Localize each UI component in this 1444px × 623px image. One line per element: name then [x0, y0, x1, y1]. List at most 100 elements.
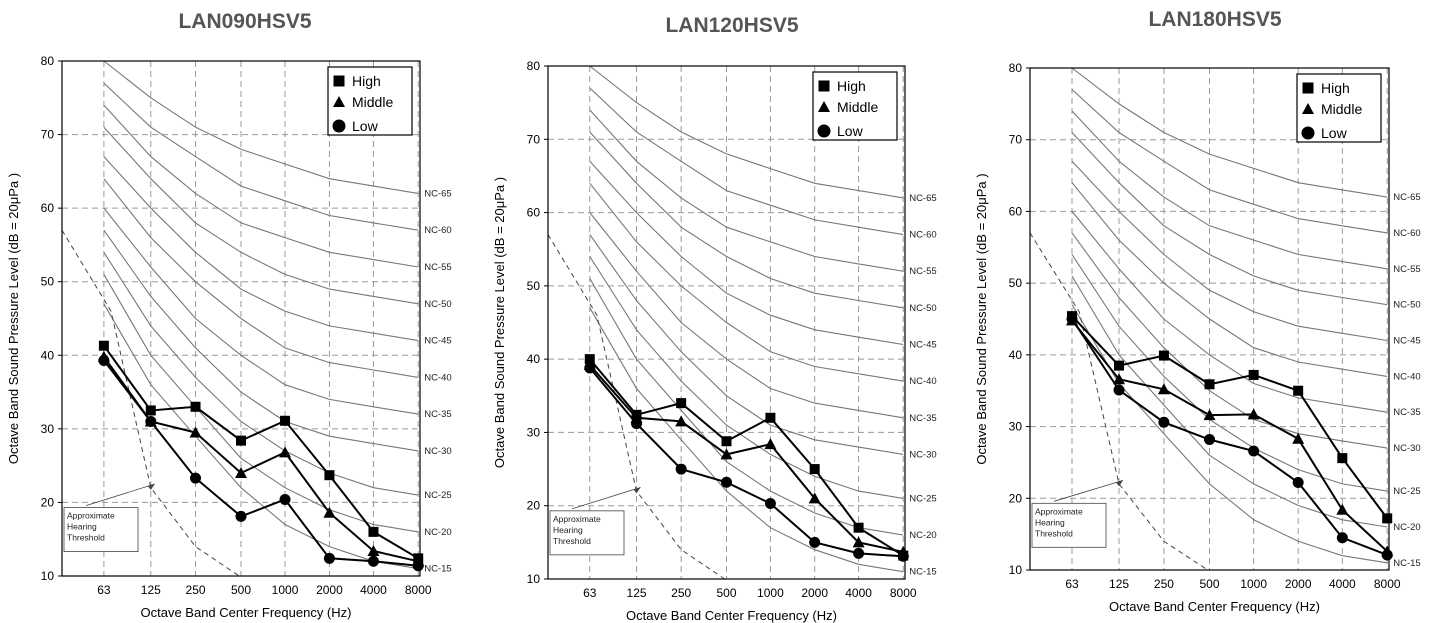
data-point-low: [1204, 433, 1215, 445]
x-tick-label: 125: [627, 586, 647, 600]
x-tick-label: 4000: [1329, 577, 1356, 591]
nc-curve-label: NC-50: [424, 299, 451, 310]
x-tick-label: 500: [231, 583, 251, 597]
nc-curve: [1071, 160, 1388, 342]
threshold-label-text: Approximate: [553, 514, 601, 524]
nc-curve: [1071, 132, 1388, 306]
nc-curve-label: NC-65: [909, 193, 936, 204]
chart-panel-lan090: LAN090HSV5 NC-65 NC-60 NC-55 NC-50 NC-45 NC-4…: [0, 0, 470, 623]
y-tick-label: 20: [41, 495, 55, 509]
series-line-high: [103, 345, 419, 560]
threshold-arrow-line: [85, 483, 155, 506]
legend-marker-low: [1301, 126, 1315, 140]
nc-curve: [1071, 304, 1388, 564]
nc-curve-label: NC-15: [1393, 558, 1420, 569]
series-line-middle: [589, 364, 904, 553]
threshold-arrow-head: [147, 484, 155, 491]
legend-marker-high: [1302, 82, 1314, 94]
data-point-middle: [1113, 373, 1126, 385]
data-point-middle: [1203, 409, 1216, 421]
threshold-label-box: [1031, 502, 1107, 548]
nc-curve-label: NC-60: [909, 230, 936, 241]
nc-curve-label: NC-35: [1393, 407, 1420, 418]
legend-marker-high: [333, 75, 345, 87]
data-point-middle: [189, 426, 202, 438]
nc-curve: [1071, 89, 1388, 234]
data-point-high: [721, 436, 732, 447]
nc-curve: [589, 109, 904, 272]
x-tick-label: 500: [1199, 577, 1219, 591]
y-tick-label: 50: [527, 279, 541, 293]
y-tick-label: 10: [527, 572, 541, 586]
data-point-high: [1114, 360, 1125, 371]
chart-panel-lan120: LAN120HSV5 NC-65 NC-60 NC-55 NC-50 NC-45 NC-4…: [487, 0, 957, 623]
legend-label-low: Low: [1321, 125, 1348, 141]
y-tick-label: 10: [41, 569, 55, 583]
data-point-middle: [1247, 408, 1260, 420]
nc-curve: [1071, 182, 1388, 377]
nc-curve-label: NC-30: [424, 446, 451, 457]
data-point-low: [675, 463, 687, 475]
legend-marker-middle: [333, 96, 345, 107]
x-tick-label: 2000: [316, 583, 343, 597]
data-point-high: [368, 526, 379, 537]
nc-chart-lan120: NC-65 NC-60 NC-55 NC-50 NC-45 NC-40 NC-35 NC-30…: [492, 59, 937, 623]
nc-curve: [589, 307, 904, 573]
data-point-high: [1337, 453, 1348, 464]
legend-label-middle: Middle: [837, 99, 878, 115]
data-point-low: [631, 418, 643, 430]
nc-curve-label: NC-25: [909, 493, 936, 504]
nc-curve: [103, 60, 419, 194]
threshold-label-text: Threshold: [1035, 528, 1073, 538]
data-point-low: [1066, 313, 1078, 325]
legend-label-middle: Middle: [352, 94, 393, 110]
legend-marker-middle: [1302, 103, 1314, 114]
series-line-low: [1071, 318, 1388, 556]
y-tick-label: 60: [527, 206, 541, 220]
data-point-low: [897, 550, 909, 562]
data-point-low: [584, 362, 596, 374]
threshold-label-text: Hearing: [67, 522, 97, 532]
data-point-low: [235, 510, 247, 522]
data-point-low: [721, 476, 732, 488]
y-tick-label: 70: [527, 132, 541, 146]
nc-curve-label: NC-60: [1393, 228, 1420, 239]
data-point-middle: [1292, 432, 1305, 444]
data-point-low: [98, 354, 110, 366]
legend-label-low: Low: [837, 123, 864, 139]
data-point-high: [1158, 350, 1169, 361]
data-point-high: [853, 522, 864, 533]
nc-curve: [103, 82, 419, 231]
nc-curve-label: NC-40: [424, 372, 451, 383]
legend-marker-middle: [818, 101, 830, 112]
x-tick-label: 2000: [1285, 577, 1312, 591]
data-point-high: [280, 415, 291, 426]
nc-curve-label: NC-65: [1393, 192, 1420, 203]
legend-marker-high: [818, 80, 830, 92]
nc-curve: [589, 278, 904, 536]
y-axis-title: Octave Band Sound Pressure Level (dB = 2…: [974, 173, 989, 464]
nc-curve-label: NC-20: [909, 530, 936, 541]
threshold-label-box: [549, 510, 625, 556]
nc-curve-label: NC-35: [909, 413, 936, 424]
threshold-arrow-line: [1053, 479, 1124, 502]
x-tick-label: 63: [1065, 577, 1079, 591]
y-tick-label: 40: [1009, 348, 1023, 362]
y-tick-label: 30: [41, 422, 55, 436]
y-tick-label: 50: [41, 275, 55, 289]
y-axis-title: Octave Band Sound Pressure Level (dB = 2…: [6, 173, 21, 464]
data-point-middle: [1336, 503, 1349, 515]
legend-label-high: High: [352, 73, 381, 89]
series-line-low: [589, 367, 904, 558]
data-point-low: [323, 552, 335, 564]
nc-curve: [589, 131, 904, 309]
plot-border: [1029, 67, 1390, 571]
y-axis-title: Octave Band Sound Pressure Level (dB = 2…: [492, 177, 507, 468]
data-point-low: [1292, 477, 1304, 489]
x-axis-title: Octave Band Center Frequency (Hz): [626, 608, 837, 623]
nc-curve-label: NC-40: [1393, 371, 1420, 382]
data-point-high: [190, 401, 201, 412]
threshold-label-text: Hearing: [553, 525, 583, 535]
nc-curve-label: NC-50: [909, 303, 936, 314]
nc-curve-label: NC-35: [424, 409, 451, 420]
